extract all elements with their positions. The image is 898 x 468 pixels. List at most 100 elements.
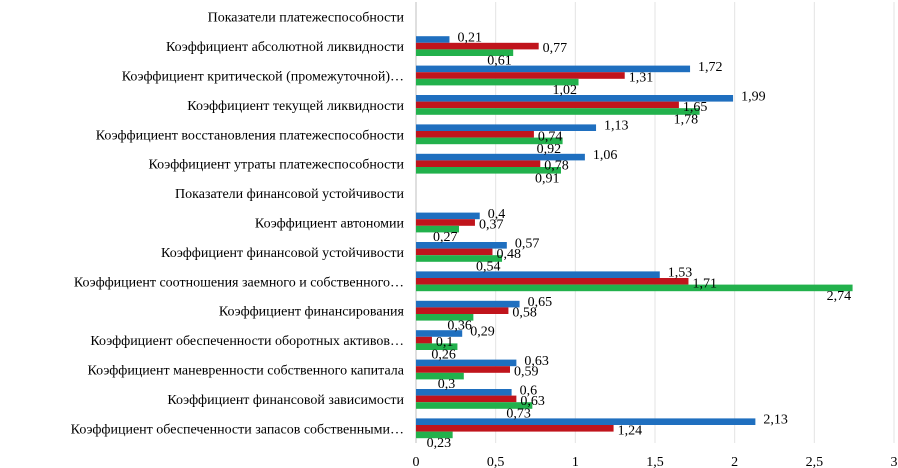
bar (416, 108, 700, 115)
data-label: 0,78 (544, 159, 569, 174)
data-label: 0,63 (520, 394, 545, 409)
category-label: Коэффициент соотношения заемного и собст… (74, 275, 404, 290)
data-label: 0,63 (524, 354, 549, 369)
data-label: 2,13 (763, 413, 788, 428)
bar (416, 65, 691, 73)
data-label: 1,72 (698, 60, 723, 75)
bar (416, 307, 509, 314)
bar (416, 366, 511, 373)
x-tick-label: 1,5 (646, 455, 664, 468)
data-label: 0,4 (488, 207, 506, 222)
category-label: Коэффициент критической (промежуточной)… (122, 70, 404, 85)
x-tick-label: 0,5 (487, 455, 505, 468)
category-label: Показатели финансовой устойчивости (175, 187, 404, 202)
bar (416, 343, 458, 350)
data-label: 1,24 (618, 423, 643, 438)
category-label: Коэффициент восстановления платежеспособ… (96, 128, 405, 143)
bar (416, 425, 614, 432)
bar (416, 255, 503, 262)
bar (416, 395, 517, 403)
bar (416, 95, 734, 102)
bar (416, 36, 450, 43)
data-label: 0,6 (520, 383, 538, 398)
data-label: 1,65 (683, 100, 708, 115)
category-label: Коэффициент маневренности собственного к… (88, 364, 405, 379)
category-label: Коэффициент обеспеченности запасов собст… (71, 422, 404, 437)
data-labels: 0,211,721,991,131,060,40,571,530,650,290… (427, 31, 851, 451)
bar (416, 271, 660, 278)
data-label: 0,61 (487, 54, 512, 69)
data-label: 1,06 (593, 148, 618, 163)
bar (416, 78, 579, 86)
category-label: Коэффициент утраты платежеспособности (148, 158, 404, 173)
bar (416, 153, 585, 161)
bar (416, 42, 539, 50)
x-tick-label: 2 (731, 455, 738, 468)
data-label: 0,59 (514, 365, 539, 380)
category-label: Коэффициент финансовой зависимости (167, 393, 404, 408)
bar (416, 225, 460, 233)
data-label: 0,21 (457, 31, 482, 46)
bar (416, 131, 534, 138)
category-label: Коэффициент текущей ликвидности (187, 99, 404, 114)
data-label: 1,71 (692, 276, 717, 291)
data-label: 1,78 (674, 113, 699, 128)
bar (416, 242, 507, 249)
category-label: Коэффициент обеспеченности оборотных акт… (90, 334, 404, 349)
bar (416, 300, 520, 308)
x-tick-label: 0 (413, 455, 420, 468)
data-label: 0,36 (447, 318, 472, 333)
bar (416, 372, 464, 380)
data-label: 0,48 (496, 247, 520, 262)
x-tick-label: 1 (572, 455, 579, 468)
category-label: Коэффициент абсолютной ликвидности (166, 40, 405, 55)
x-tick-label: 3 (891, 455, 898, 468)
bar (416, 402, 533, 409)
data-label: 0,91 (535, 171, 560, 186)
bar (416, 101, 679, 109)
data-label: 0,1 (436, 335, 454, 350)
data-label: 0,23 (427, 436, 452, 451)
data-label: 0,73 (506, 407, 531, 422)
data-label: 0,65 (528, 295, 553, 310)
category-labels: Показатели платежеспособности Коэффициент… (71, 11, 405, 438)
bar (416, 124, 597, 131)
data-label: 0,54 (476, 260, 501, 275)
bar (416, 314, 474, 321)
data-label: 0,37 (479, 218, 504, 233)
data-label: 2,74 (827, 289, 852, 304)
bar (416, 336, 432, 344)
data-label: 1,13 (604, 119, 629, 134)
bar (416, 278, 689, 285)
category-label: Коэффициент финансовой устойчивости (161, 246, 404, 261)
data-label: 0,77 (543, 41, 568, 56)
data-label: 0,57 (515, 236, 540, 251)
bar (416, 49, 514, 56)
bar (416, 359, 517, 367)
bar (416, 160, 541, 167)
data-label: 1,99 (741, 89, 766, 104)
data-label: 0,3 (438, 377, 456, 392)
bar (416, 248, 493, 256)
data-label: 0,26 (431, 348, 456, 363)
category-label: Коэффициент финансирования (219, 305, 405, 320)
bar (416, 219, 475, 226)
data-label: 0,74 (538, 129, 563, 144)
bar (416, 212, 480, 220)
data-label: 1,53 (668, 266, 693, 281)
bar (416, 389, 512, 396)
data-label: 0,92 (537, 142, 562, 157)
x-tick-label: 2,5 (806, 455, 824, 468)
data-label: 0,58 (512, 306, 537, 321)
data-label: 1,02 (553, 83, 578, 98)
bar (416, 330, 463, 337)
bar (416, 431, 453, 439)
category-label: Показатели платежеспособности (208, 11, 405, 26)
data-label: 0,27 (433, 230, 458, 245)
bar (416, 72, 625, 79)
bar (416, 284, 853, 292)
category-label: Коэффициент автономии (255, 217, 405, 232)
data-label: 1,31 (629, 71, 654, 86)
bar (416, 137, 563, 145)
